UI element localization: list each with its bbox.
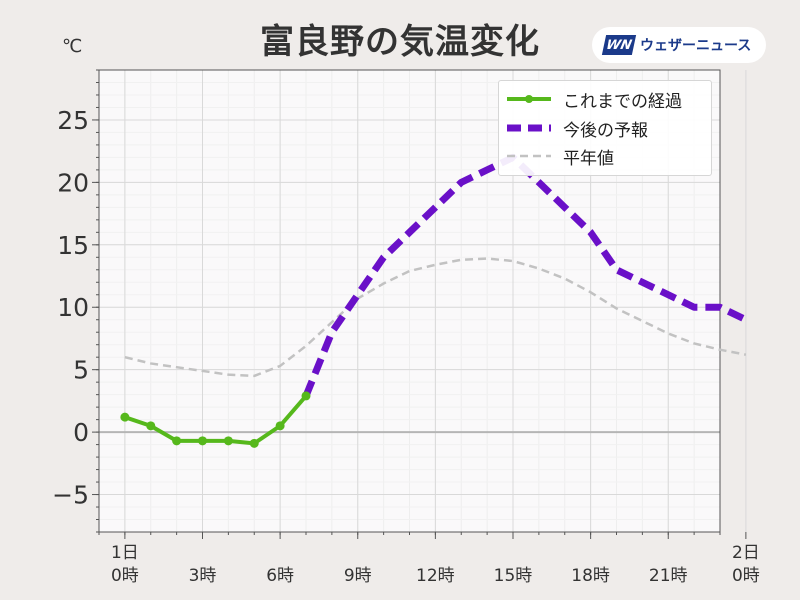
y-axis-unit: ℃ xyxy=(62,36,83,57)
y-tick-label: 25 xyxy=(57,106,89,135)
legend-label-normal: 平年値 xyxy=(563,148,614,169)
y-tick-label: −5 xyxy=(52,481,89,510)
legend-entry-forecast: 今後の予報 xyxy=(499,116,648,141)
series-line-normal xyxy=(124,257,747,378)
data-point-observed xyxy=(120,412,130,422)
chart-title: 富良野の気温変化 xyxy=(260,22,540,62)
legend-entry-normal: 平年値 xyxy=(499,144,614,169)
x-tick-label: 18時 xyxy=(571,566,610,586)
chart-legend: これまでの経過 今後の予報 平年値 xyxy=(498,80,712,176)
x-tick-label-date: 1日 xyxy=(111,543,139,563)
x-tick-label-date: 2日 xyxy=(732,543,760,563)
data-point-observed xyxy=(198,436,207,446)
brand-name: ウェザーニュース xyxy=(640,38,752,54)
x-tick-label: 3時 xyxy=(189,566,217,586)
x-tick-label: 9時 xyxy=(344,566,372,586)
data-point-observed xyxy=(223,436,233,446)
data-point-observed xyxy=(172,436,182,446)
legend-swatch-observed xyxy=(507,95,551,103)
data-point-observed xyxy=(275,421,285,431)
x-tick-label: 6時 xyxy=(266,566,294,586)
x-tick-label: 21時 xyxy=(649,566,688,586)
legend-label-observed: これまでの経過 xyxy=(563,91,682,112)
legend-swatch-normal xyxy=(507,154,551,158)
data-point-observed xyxy=(146,421,156,431)
brand-logo: WN ウェザーニュース xyxy=(592,27,766,63)
data-point-observed xyxy=(249,438,259,448)
legend-label-forecast: 今後の予報 xyxy=(563,120,648,141)
y-tick-label: 5 xyxy=(73,356,89,385)
legend-entry-observed: これまでの経過 xyxy=(499,87,682,112)
y-tick-label: 20 xyxy=(57,168,89,197)
y-tick-label: 10 xyxy=(57,293,89,322)
legend-swatch-forecast xyxy=(507,124,551,132)
x-tick-label: 0時 xyxy=(111,566,139,586)
x-tick-label: 0時 xyxy=(732,566,760,586)
y-tick-label: 0 xyxy=(73,418,89,447)
x-tick-label: 12時 xyxy=(416,566,455,586)
x-tick-label: 15時 xyxy=(494,566,533,586)
y-tick-label: 15 xyxy=(57,231,89,260)
series-line-observed xyxy=(124,394,308,446)
data-point-observed xyxy=(301,391,311,401)
